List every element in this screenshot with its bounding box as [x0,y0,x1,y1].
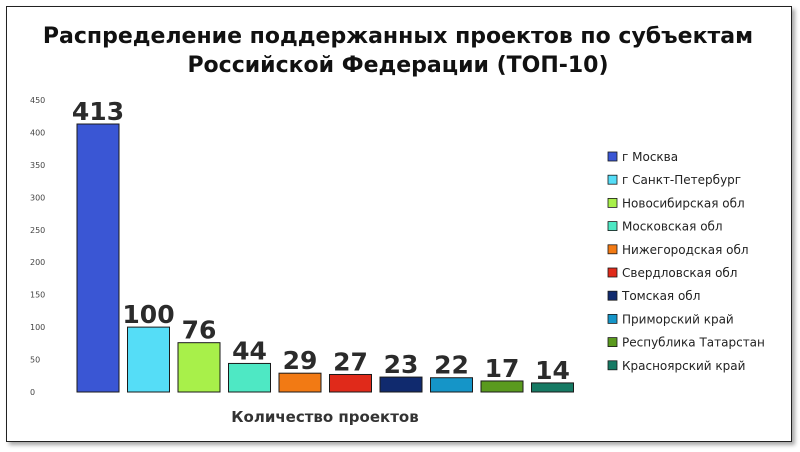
legend-item-label: Республика Татарстан [622,336,765,350]
legend-item-label: Новосибирская обл [622,196,745,210]
bar [480,380,524,393]
legend-item-label: Приморский край [622,312,734,326]
bar-value-label: 76 [182,316,217,345]
bar-value-label: 44 [232,336,267,365]
y-tick-label: 250 [30,226,45,235]
bar [76,123,120,393]
y-tick-label: 300 [30,193,45,202]
chart-title-line-2: Российской Федерации (ТОП-10) [187,53,609,78]
legend-item-label: Свердловская обл [622,266,737,280]
y-tick-label: 50 [30,356,40,365]
legend-item-label: г Санкт-Петербург [622,173,741,187]
bar [278,372,322,393]
bar [228,362,271,393]
legend-swatch [607,197,618,208]
legend: г Москва г Санкт-Петербург Новосибирская о… [607,150,765,373]
bar-value-label: 100 [122,300,174,329]
bar-value-label: 29 [283,346,318,375]
y-tick-label: 150 [30,291,45,300]
bar-value-label: 27 [333,347,368,376]
bar-value-label: 17 [485,354,520,383]
y-tick-label: 350 [30,161,45,170]
legend-item-label: Московская обл [622,220,723,234]
chart-title-line-1: Распределение поддержанных проектов по с… [42,24,754,49]
legend-item-label: Красноярский край [622,359,745,373]
data-labels: 413 100 76 44 29 27 23 22 17 14 [72,97,570,385]
y-axis: 0 50 100 150 200 250 300 350 400 450 [30,96,45,397]
legend-swatch [607,290,618,301]
bar [379,376,423,393]
legend-item-label: г Москва [622,150,678,164]
bar [177,342,221,393]
bars [76,123,574,393]
legend-swatch [607,337,618,348]
legend-swatch [607,244,618,255]
legend-swatch [607,360,618,371]
x-axis-label: Количество проектов [231,408,418,426]
bar [127,326,170,393]
y-tick-label: 400 [30,128,45,137]
legend-swatch [607,267,618,278]
bar [531,382,574,393]
bar-value-label: 413 [72,97,124,126]
legend-item-label: Нижегородская обл [622,243,749,257]
bar-value-label: 14 [535,356,570,385]
y-tick-label: 0 [30,388,35,397]
bar [430,377,473,393]
legend-swatch [607,313,618,324]
bar-value-label: 22 [434,351,469,380]
legend-swatch [607,174,618,185]
chart-title: Распределение поддержанных проектов по с… [0,22,796,80]
bar-value-label: 23 [384,350,419,379]
legend-swatch [607,151,618,162]
bar [329,373,372,393]
y-tick-label: 200 [30,258,45,267]
legend-swatch [607,221,618,232]
legend-item-label: Томская обл [621,289,700,303]
y-tick-label: 100 [30,323,45,332]
y-tick-label: 450 [30,96,45,105]
